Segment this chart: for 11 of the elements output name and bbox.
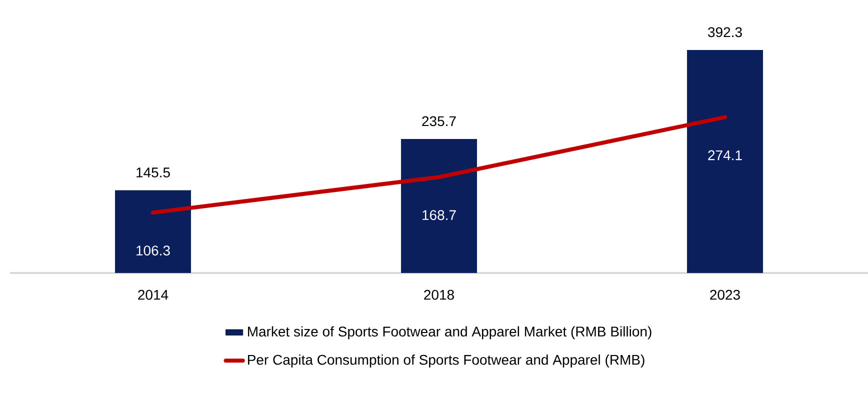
data-label: 168.7 — [422, 210, 456, 220]
data-label: 235.7 — [422, 116, 456, 126]
x-tick-label: 2014 — [138, 290, 168, 300]
x-tick-label: 2018 — [424, 290, 454, 300]
data-label: 145.5 — [136, 168, 170, 178]
data-label: 392.3 — [708, 27, 742, 38]
data-label: 274.1 — [708, 150, 742, 160]
x-tick-label: 2023 — [710, 290, 740, 300]
legend-label: Market size of Sports Footwear and Apparel Market (RMB Billion) — [248, 326, 652, 340]
data-label: 106.3 — [136, 246, 170, 256]
legend-label: Per Capita Consumption of Sports Footwear and Apparel (RMB) — [248, 354, 644, 368]
